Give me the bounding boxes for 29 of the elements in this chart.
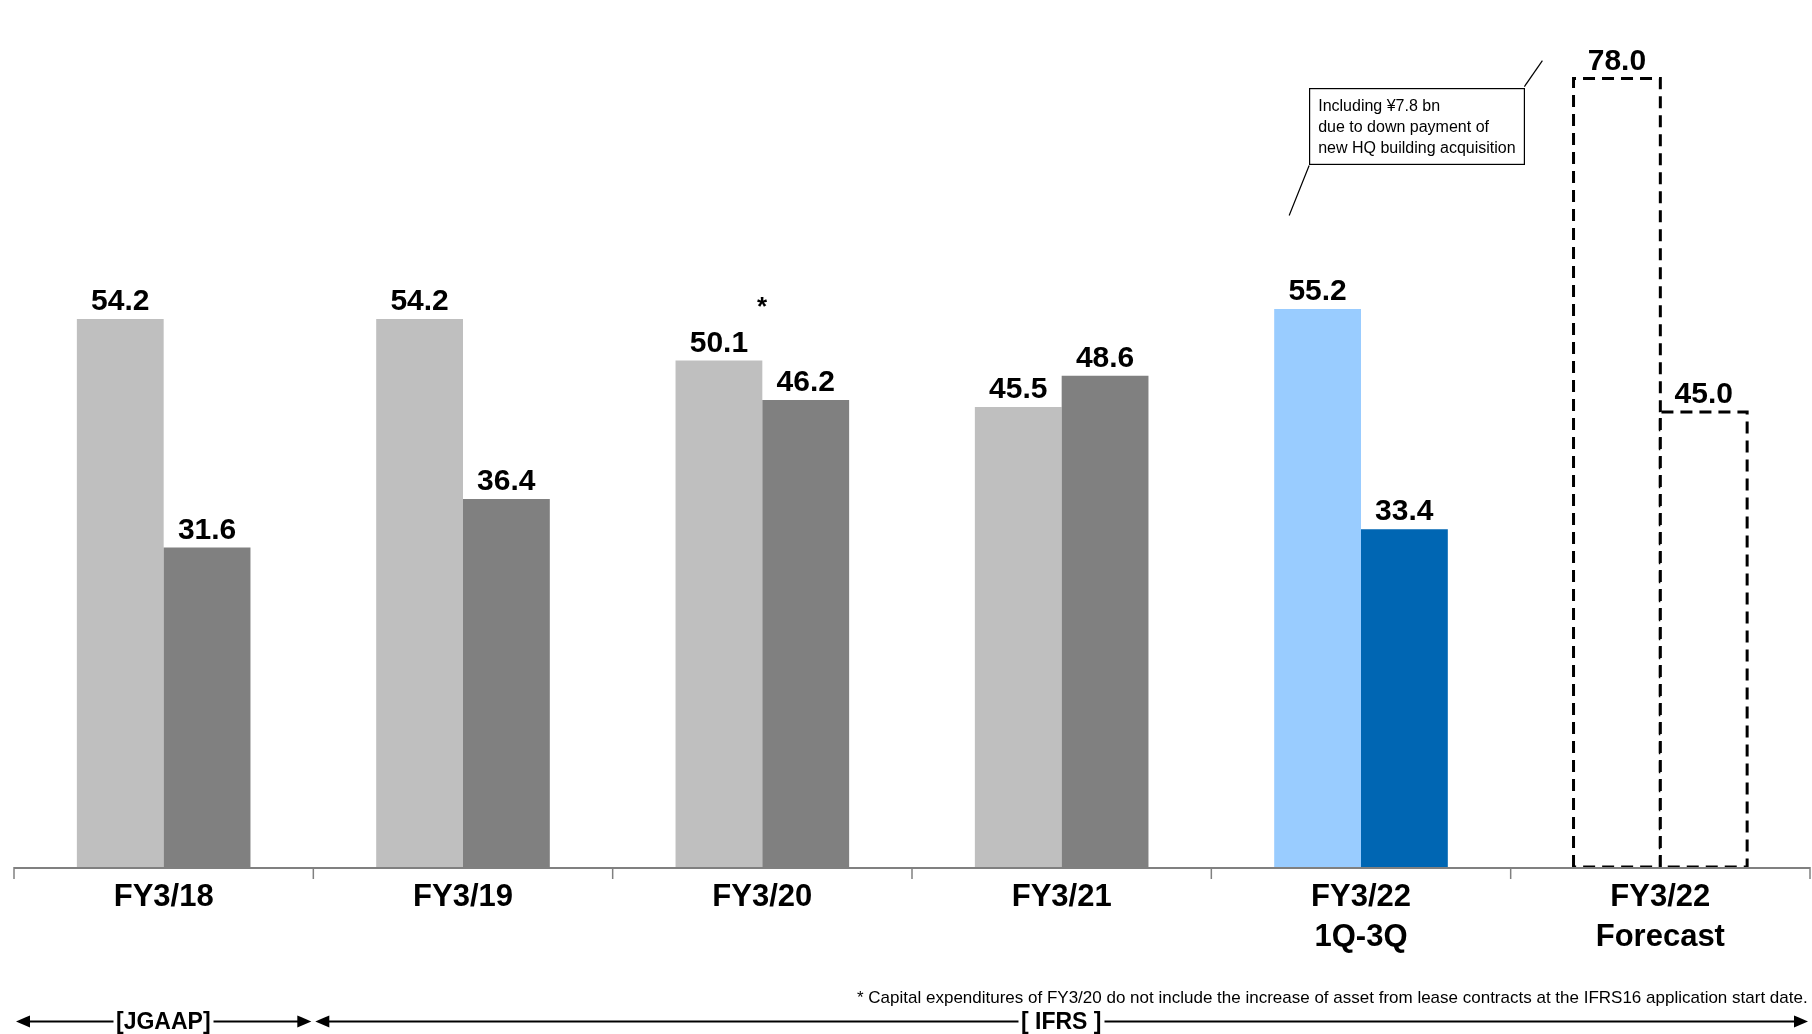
x-tick-label: FY3/19 <box>413 877 513 913</box>
x-tick-label: FY3/22 Forecast <box>1595 877 1725 954</box>
text: * Capital expenditures of FY3/20 do not include the increase of asset from lease contracts at the IFRS16 application start date. <box>857 988 1808 1007</box>
data-label: 48.6 <box>1075 339 1135 373</box>
x-tick-label: FY3/21 <box>1011 877 1112 913</box>
x-tick-label: FY3/18 <box>113 877 214 913</box>
data-label: 33.4 <box>1375 493 1434 527</box>
data-label: 45.5 <box>989 371 1048 405</box>
data-label: 36.4 <box>477 463 536 497</box>
bar <box>1361 529 1448 867</box>
data-label: 45.0 <box>1674 376 1733 410</box>
data-label: 54.2 <box>91 283 150 317</box>
data-label: 50.1 <box>689 324 749 358</box>
data-label: 46.2 <box>776 363 835 397</box>
data-label: 78.0 <box>1587 42 1647 76</box>
data-label: 31.6 <box>177 511 237 545</box>
bar <box>1274 308 1361 867</box>
bar <box>376 319 463 867</box>
x-tick-label: FY3/20 <box>712 877 813 913</box>
x-tick-label: FY3/22 1Q-3Q <box>1311 877 1411 954</box>
data-label: 54.2 <box>390 283 449 317</box>
annotation: * <box>757 291 768 321</box>
annotation: Including ¥7.8 bn due to down payment of new HQ building acquisition <box>1318 97 1516 156</box>
text: [ IFRS ] <box>1021 1008 1102 1034</box>
data-label: 55.2 <box>1288 272 1347 306</box>
bar <box>76 319 164 867</box>
bar <box>974 407 1062 867</box>
bar <box>675 360 763 867</box>
text: [JGAAP] <box>116 1008 211 1034</box>
